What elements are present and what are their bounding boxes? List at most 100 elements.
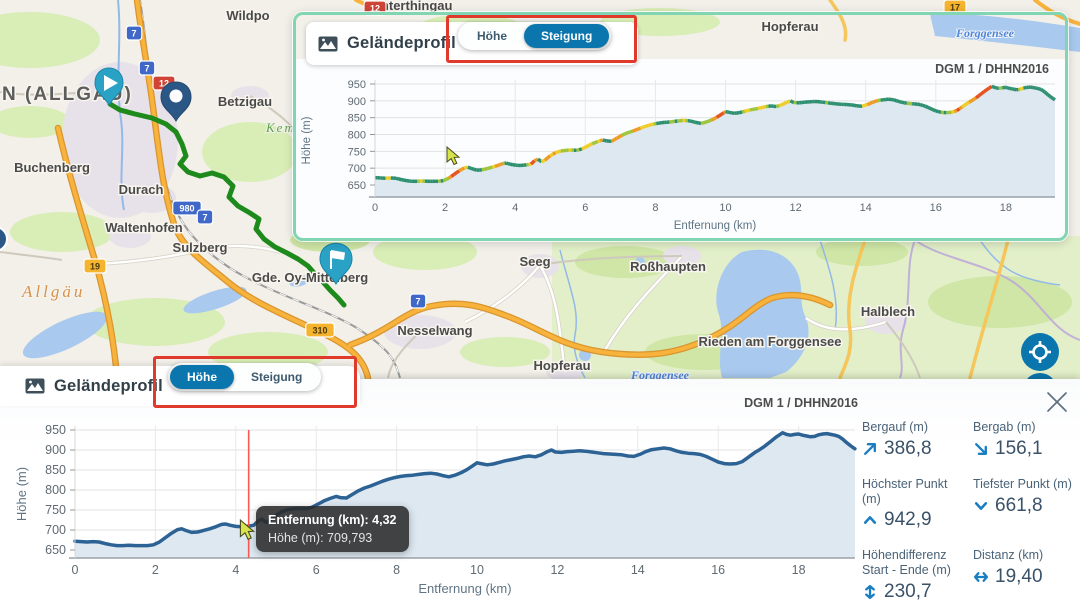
- svg-text:750: 750: [348, 146, 366, 158]
- stat-label: Tiefster Punkt (m): [973, 476, 1072, 491]
- svg-text:800: 800: [348, 130, 366, 142]
- svg-text:19: 19: [90, 262, 100, 272]
- locate-button[interactable]: [1021, 333, 1059, 371]
- map-place-label: Buchenberg: [14, 160, 90, 175]
- chart-tooltip: Entfernung (km): 4,32 Höhe (m): 709,793: [256, 506, 409, 552]
- map-water-layer: [22, 0, 1080, 379]
- profile-mode-tabs-top: Höhe Steigung: [458, 22, 612, 50]
- map-place-label: Wildpo: [226, 8, 269, 23]
- svg-text:12: 12: [789, 202, 801, 214]
- road-shield: 7: [409, 293, 427, 309]
- svg-text:700: 700: [45, 523, 66, 537]
- svg-text:2: 2: [442, 202, 448, 214]
- start-marker-icon[interactable]: [94, 67, 124, 107]
- finish-marker-icon[interactable]: [319, 242, 353, 286]
- tooltip-elevation: Höhe (m): 709,793: [268, 531, 373, 545]
- svg-text:310: 310: [312, 326, 327, 336]
- stat-label: Höchster Punkt (m): [862, 476, 948, 506]
- map-place-label: Sulzberg: [173, 240, 228, 255]
- svg-text:12: 12: [159, 79, 169, 89]
- chevron-down-icon: [974, 501, 988, 510]
- road-shield: 980: [172, 200, 202, 216]
- map-place-label: Kem: [265, 120, 296, 135]
- svg-text:2: 2: [152, 563, 159, 577]
- road-shield: 12: [363, 0, 387, 16]
- stat-distanz: Distanz (km) 19,40: [973, 548, 1074, 603]
- route-line[interactable]: [107, 101, 347, 308]
- map-place-label: Betzigau: [218, 94, 272, 109]
- svg-text:14: 14: [631, 563, 645, 577]
- map-place-label: Gde. Oy-Mittelberg: [252, 270, 368, 285]
- svg-text:16: 16: [711, 563, 725, 577]
- stat-tiefster-punkt: Tiefster Punkt (m) 661,8: [973, 477, 1074, 532]
- stat-hoehendifferenz: Höhendifferenz Start - Ende (m) 230,7: [862, 548, 963, 603]
- svg-text:980: 980: [179, 204, 194, 214]
- panel-title: Geländeprofil: [54, 376, 163, 395]
- map-place-label: Nesselwang: [397, 323, 472, 338]
- chevron-up-icon: [863, 516, 877, 525]
- tab-steigung[interactable]: Steigung: [524, 24, 610, 48]
- close-icon: [1047, 392, 1067, 412]
- arrow-left-right-icon: [973, 572, 989, 582]
- svg-text:4: 4: [512, 202, 518, 214]
- svg-text:950: 950: [348, 79, 366, 91]
- waypoint-marker-icon[interactable]: [160, 81, 192, 123]
- stat-label: Bergauf (m): [862, 420, 928, 434]
- stat-value: 156,1: [973, 438, 1074, 460]
- svg-text:10: 10: [470, 563, 484, 577]
- tab-hoehe[interactable]: Höhe: [170, 365, 234, 389]
- svg-text:Entfernung (km): Entfernung (km): [674, 220, 757, 232]
- stat-hoechster-punkt: Höchster Punkt (m) 942,9: [862, 477, 963, 532]
- svg-text:17: 17: [950, 3, 960, 13]
- svg-text:700: 700: [348, 163, 366, 175]
- road-shield: 7: [196, 209, 214, 225]
- stat-bergab: Bergab (m) 156,1: [973, 420, 1074, 460]
- stat-value: 230,7: [862, 581, 963, 603]
- stat-bergauf: Bergauf (m) 386,8: [862, 420, 963, 460]
- tooltip-distance: Entfernung (km): 4,32: [268, 513, 397, 527]
- panel-title: Geländeprofil: [347, 34, 456, 52]
- svg-text:750: 750: [45, 503, 66, 517]
- stat-label: Bergab (m): [973, 420, 1036, 434]
- map-place-label: Hopferau: [761, 19, 818, 34]
- svg-text:7: 7: [131, 29, 136, 39]
- svg-text:900: 900: [348, 96, 366, 108]
- tab-hoehe[interactable]: Höhe: [477, 29, 507, 43]
- terrain-profile-icon: [318, 36, 338, 51]
- map-place-label: Seeg: [519, 254, 550, 269]
- source-label: DGM 1 / DHHN2016: [935, 62, 1049, 76]
- svg-text:4: 4: [232, 563, 239, 577]
- arrow-up-right-icon: [864, 442, 876, 455]
- map-place-label: Rieden am Forggensee: [698, 334, 841, 349]
- map-place-label: Durach: [119, 182, 164, 197]
- stats-panel: Bergauf (m) 386,8 Bergab (m) 156,1 Höchs…: [862, 420, 1074, 603]
- tab-steigung[interactable]: Steigung: [251, 370, 303, 384]
- map-place-label: Allgäu: [21, 282, 85, 301]
- svg-text:16: 16: [930, 202, 942, 214]
- map-place-label: Waltenhofen: [105, 220, 183, 235]
- stat-value: 19,40: [973, 566, 1074, 588]
- edge-marker-icon[interactable]: [0, 227, 8, 251]
- elevation-panel-overlay: Geländeprofil DGM 1 / DHHN2016 650 700 750…: [293, 12, 1068, 241]
- svg-text:7: 7: [202, 213, 207, 223]
- road-shield: 7: [138, 60, 156, 76]
- svg-text:0: 0: [72, 563, 79, 577]
- svg-text:6: 6: [313, 563, 320, 577]
- map-place-label: Unterthingau: [372, 0, 453, 13]
- source-label: DGM 1 / DHHN2016: [744, 396, 858, 410]
- svg-text:12: 12: [550, 563, 564, 577]
- gradient-chart[interactable]: 650 700 750 800 850 900 950 0 2 4 6 8 10 12 14 16 18 Entf…: [296, 59, 1065, 238]
- map-place-label: Roßhaupten: [630, 259, 706, 274]
- elevation-chart[interactable]: 650 700 750 800 850 900 950 0 2 4 6 8 10 12 14 16 18 Entf…: [0, 414, 870, 604]
- terrain-profile-icon: [25, 378, 45, 394]
- svg-text:8: 8: [393, 563, 400, 577]
- svg-text:900: 900: [45, 443, 66, 457]
- close-button[interactable]: [1044, 389, 1070, 415]
- svg-text:800: 800: [45, 483, 66, 497]
- svg-text:850: 850: [45, 463, 66, 477]
- svg-text:0: 0: [372, 202, 378, 214]
- svg-text:950: 950: [45, 423, 66, 437]
- svg-text:7: 7: [415, 297, 420, 307]
- stat-value: 661,8: [973, 495, 1074, 517]
